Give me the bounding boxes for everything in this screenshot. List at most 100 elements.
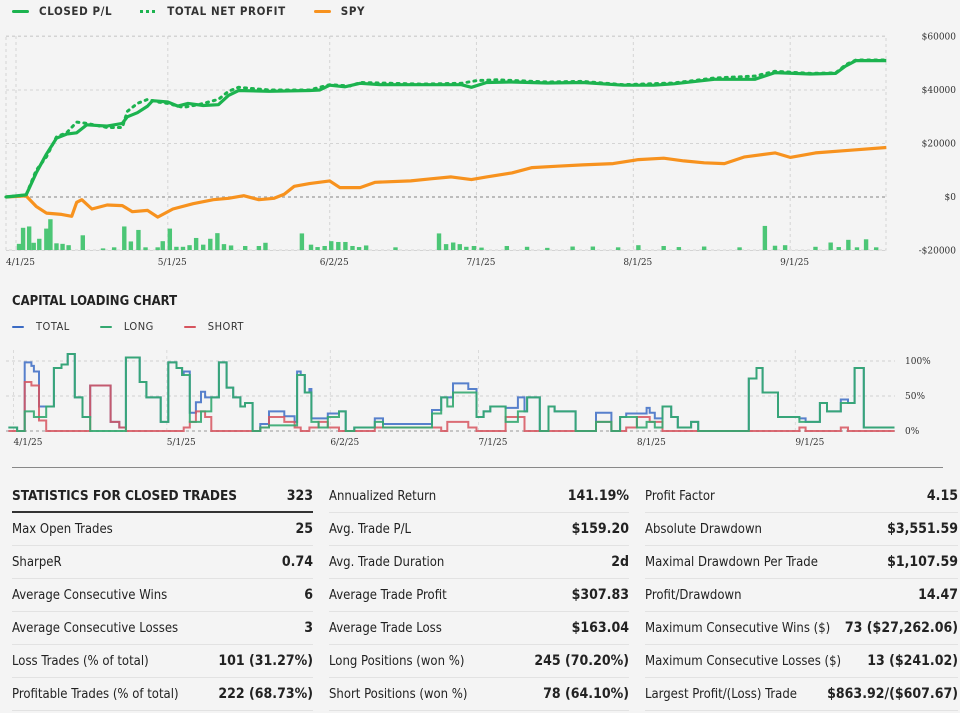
volume-bar bbox=[308, 244, 314, 250]
volume-bar bbox=[570, 246, 575, 250]
volume-bar bbox=[828, 242, 833, 250]
x-tick-label: 5/1/25 bbox=[158, 258, 187, 268]
x-tick-label: 6/2/25 bbox=[320, 258, 349, 268]
stat-label: Long Positions (won %) bbox=[329, 653, 465, 669]
legend-label: CLOSED P/L bbox=[39, 4, 113, 18]
volume-bar bbox=[20, 227, 26, 250]
volume-bar bbox=[155, 247, 160, 250]
volume-bar bbox=[356, 247, 362, 250]
legend-total[interactable]: TOTAL bbox=[12, 320, 70, 333]
stat-row: Avg. Trade P/L $159.20 bbox=[329, 513, 629, 546]
volume-bar bbox=[228, 245, 234, 250]
stat-value: 141.19% bbox=[567, 488, 629, 504]
x-tick-label: 7/1/25 bbox=[466, 258, 495, 268]
volume-bar bbox=[201, 244, 206, 250]
capital-legend: TOTAL LONG SHORT bbox=[12, 320, 274, 333]
x-tick-label: 7/1/25 bbox=[479, 438, 508, 448]
volume-bar bbox=[37, 238, 42, 250]
legend-short[interactable]: SHORT bbox=[183, 320, 244, 333]
stat-row: Short Positions (won %) 78 (64.10%) bbox=[329, 678, 629, 711]
stat-label: Largest Profit/(Loss) Trade bbox=[645, 686, 797, 702]
total-swatch-icon bbox=[12, 325, 24, 328]
volume-bar bbox=[256, 245, 262, 250]
legend-closed-pl[interactable]: CLOSED P/L bbox=[12, 4, 112, 18]
stat-label: STATISTICS FOR CLOSED TRADES bbox=[12, 487, 238, 504]
volume-bar bbox=[393, 247, 398, 250]
stat-row: Average Trade Profit $307.83 bbox=[329, 579, 629, 612]
x-tick-label: 9/1/25 bbox=[780, 258, 809, 268]
volume-bar bbox=[836, 247, 841, 250]
volume-bar bbox=[66, 245, 71, 250]
volume-bar bbox=[813, 246, 818, 250]
stat-value: $863.92/($607.67) bbox=[827, 686, 958, 702]
stat-value: 3 bbox=[304, 620, 313, 636]
volume-bar bbox=[263, 242, 268, 250]
volume-bar bbox=[590, 246, 596, 250]
volume-bar bbox=[136, 229, 141, 250]
volume-bar bbox=[215, 233, 220, 250]
stat-row: Maximum Consecutive Wins ($) 73 ($27,262.… bbox=[645, 612, 958, 645]
stat-value: 222 (68.73%) bbox=[218, 686, 313, 702]
stats-column-2: Annualized Return 141.19% Avg. Trade P/L $1… bbox=[329, 480, 629, 711]
volume-bar bbox=[48, 219, 53, 250]
volume-bar bbox=[122, 226, 127, 250]
legend-label: TOTAL NET PROFIT bbox=[167, 4, 286, 18]
spy-swatch-icon bbox=[313, 9, 331, 13]
capital-loading-title: CAPITAL LOADING CHART bbox=[12, 294, 178, 309]
volume-bar bbox=[329, 241, 334, 250]
legend-total-net-profit[interactable]: TOTAL NET PROFIT bbox=[140, 4, 286, 18]
stat-label: SharpeR bbox=[12, 554, 62, 570]
volume-bar bbox=[854, 247, 860, 250]
volume-bar bbox=[737, 247, 742, 250]
stat-value: 4.15 bbox=[926, 488, 958, 504]
volume-bar bbox=[54, 243, 59, 250]
stat-label: Average Consecutive Wins bbox=[12, 587, 168, 603]
volume-bar bbox=[100, 248, 106, 250]
volume-bar bbox=[44, 228, 49, 250]
stat-value: 14.47 bbox=[918, 587, 958, 603]
volume-bar bbox=[174, 246, 179, 250]
stat-row: Average Consecutive Losses 3 bbox=[12, 612, 313, 645]
volume-bar bbox=[160, 241, 165, 250]
stat-label: Average Trade Profit bbox=[329, 587, 447, 603]
volume-bar bbox=[846, 239, 851, 250]
stat-row: Maximal Drawdown Per Trade $1,107.59 bbox=[645, 546, 958, 579]
stat-row: Profit/Drawdown 14.47 bbox=[645, 579, 958, 612]
stat-label: Profit/Drawdown bbox=[645, 587, 742, 603]
y-tick-label: 50% bbox=[905, 392, 925, 402]
volume-bar bbox=[31, 242, 36, 250]
volume-bar bbox=[863, 239, 869, 250]
stat-label: Short Positions (won %) bbox=[329, 686, 468, 702]
volume-bar bbox=[701, 246, 707, 250]
legend-spy[interactable]: SPY bbox=[313, 4, 365, 18]
volume-bar bbox=[193, 237, 199, 250]
stat-label: Average Trade Loss bbox=[329, 620, 442, 636]
stat-row: Absolute Drawdown $3,551.59 bbox=[645, 513, 958, 546]
volume-bar bbox=[26, 226, 32, 250]
stat-value: $159.20 bbox=[571, 521, 629, 537]
x-tick-label: 5/1/25 bbox=[167, 438, 196, 448]
volume-bar bbox=[436, 233, 442, 250]
stat-row: Annualized Return 141.19% bbox=[329, 480, 629, 513]
stat-label: Loss Trades (% of total) bbox=[12, 653, 149, 669]
volume-bar bbox=[322, 245, 327, 250]
y-tick-label: -$20000 bbox=[919, 247, 957, 257]
total-net-profit-swatch-icon bbox=[140, 9, 158, 13]
volume-bar bbox=[343, 241, 348, 250]
spy-line bbox=[5, 145, 887, 219]
volume-bar bbox=[471, 245, 477, 250]
volume-bar bbox=[504, 245, 510, 250]
legend-long[interactable]: LONG bbox=[99, 320, 154, 333]
equity-chart: $60000 $40000 $20000 $0 -$20000 4/1/25 5/1/25 6… bbox=[4, 33, 957, 268]
stat-value: $163.04 bbox=[571, 620, 629, 636]
volume-bar bbox=[60, 243, 65, 250]
volume-bar bbox=[661, 245, 666, 250]
stat-row: STATISTICS FOR CLOSED TRADES 323 bbox=[12, 480, 313, 513]
y-tick-label: 0% bbox=[905, 427, 920, 437]
stat-label: Profit Factor bbox=[645, 488, 715, 504]
volume-bar bbox=[315, 247, 320, 250]
volume-bar bbox=[299, 233, 305, 250]
volume-bar bbox=[128, 241, 134, 250]
volume-bar bbox=[464, 246, 469, 250]
volume-bar bbox=[874, 247, 879, 250]
